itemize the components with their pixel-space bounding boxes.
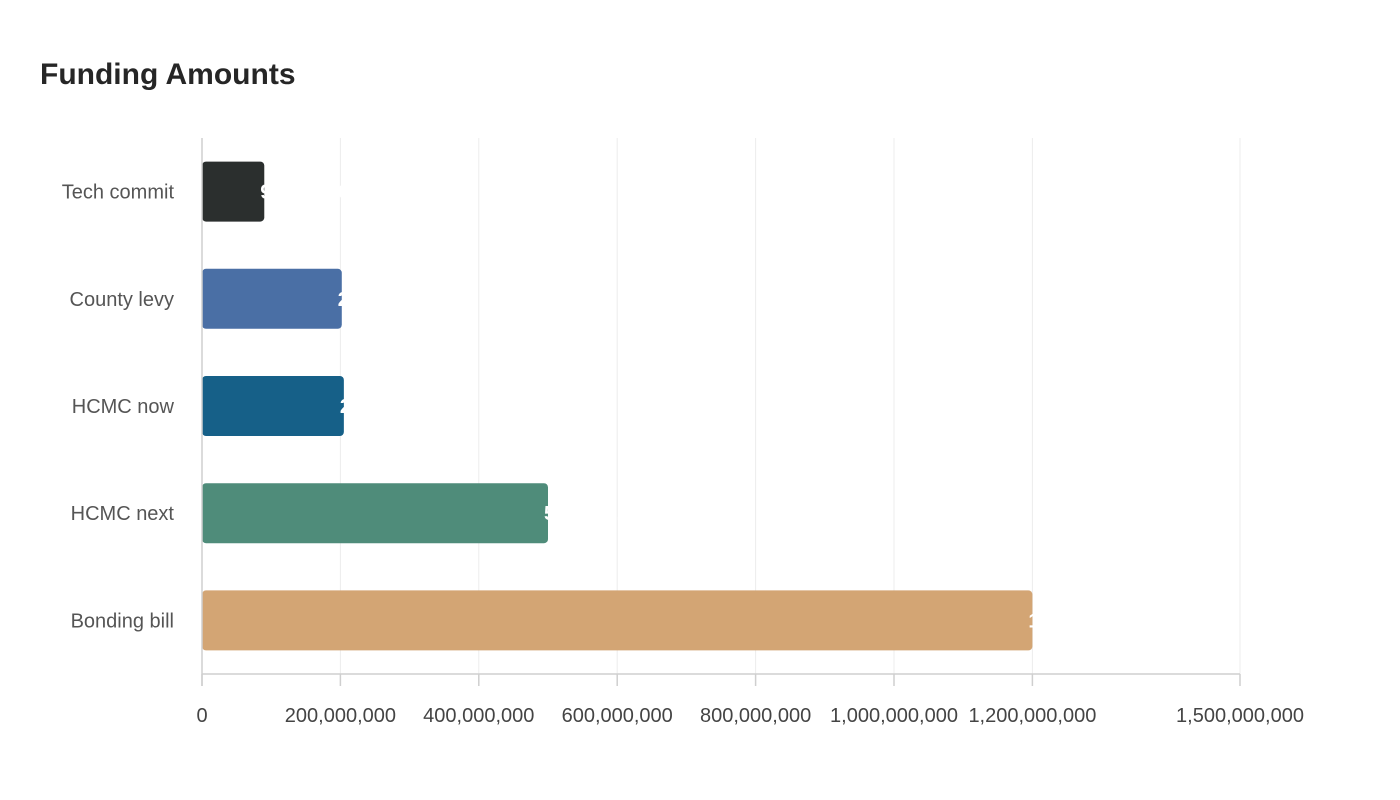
x-tick-label: 1,200,000,000 [968, 705, 1096, 727]
x-tick-label: 600,000,000 [562, 705, 673, 727]
bar[interactable] [202, 161, 265, 222]
bar-value-label: 1,200,000,000 [1028, 610, 1156, 632]
y-category-label: County levy [70, 289, 175, 311]
x-tick-label: 400,000,000 [423, 705, 534, 727]
labels: 0 200,000,000 400,000,000 600,000,000 800,00… [62, 182, 1304, 727]
y-category-label: Bonding bill [71, 610, 174, 632]
axes [201, 138, 1241, 686]
bar-value-label: 202,000,000 [338, 289, 449, 311]
bar[interactable] [202, 376, 344, 436]
x-tick-label: 1,500,000,000 [1176, 705, 1304, 727]
bar-value-label: 500,000,000 [544, 503, 655, 525]
x-tick-label: 800,000,000 [700, 705, 811, 727]
y-category-label: Tech commit [62, 182, 175, 204]
bar[interactable] [202, 483, 548, 544]
y-category-label: HCMC next [71, 503, 175, 525]
x-tick-label: 1,000,000,000 [830, 705, 958, 727]
grid-lines [339, 138, 1241, 674]
bar-value-label: 205,000,000 [340, 396, 451, 418]
bars [202, 161, 1033, 651]
y-category-label: HCMC now [72, 396, 175, 418]
chart-title: Funding Amounts [40, 58, 296, 91]
x-tick-label: 200,000,000 [285, 705, 396, 727]
bar[interactable] [202, 590, 1033, 651]
bar-value-label: 90,000,000 [260, 182, 360, 204]
bar[interactable] [202, 268, 342, 329]
x-tick-label: 0 [196, 705, 207, 727]
